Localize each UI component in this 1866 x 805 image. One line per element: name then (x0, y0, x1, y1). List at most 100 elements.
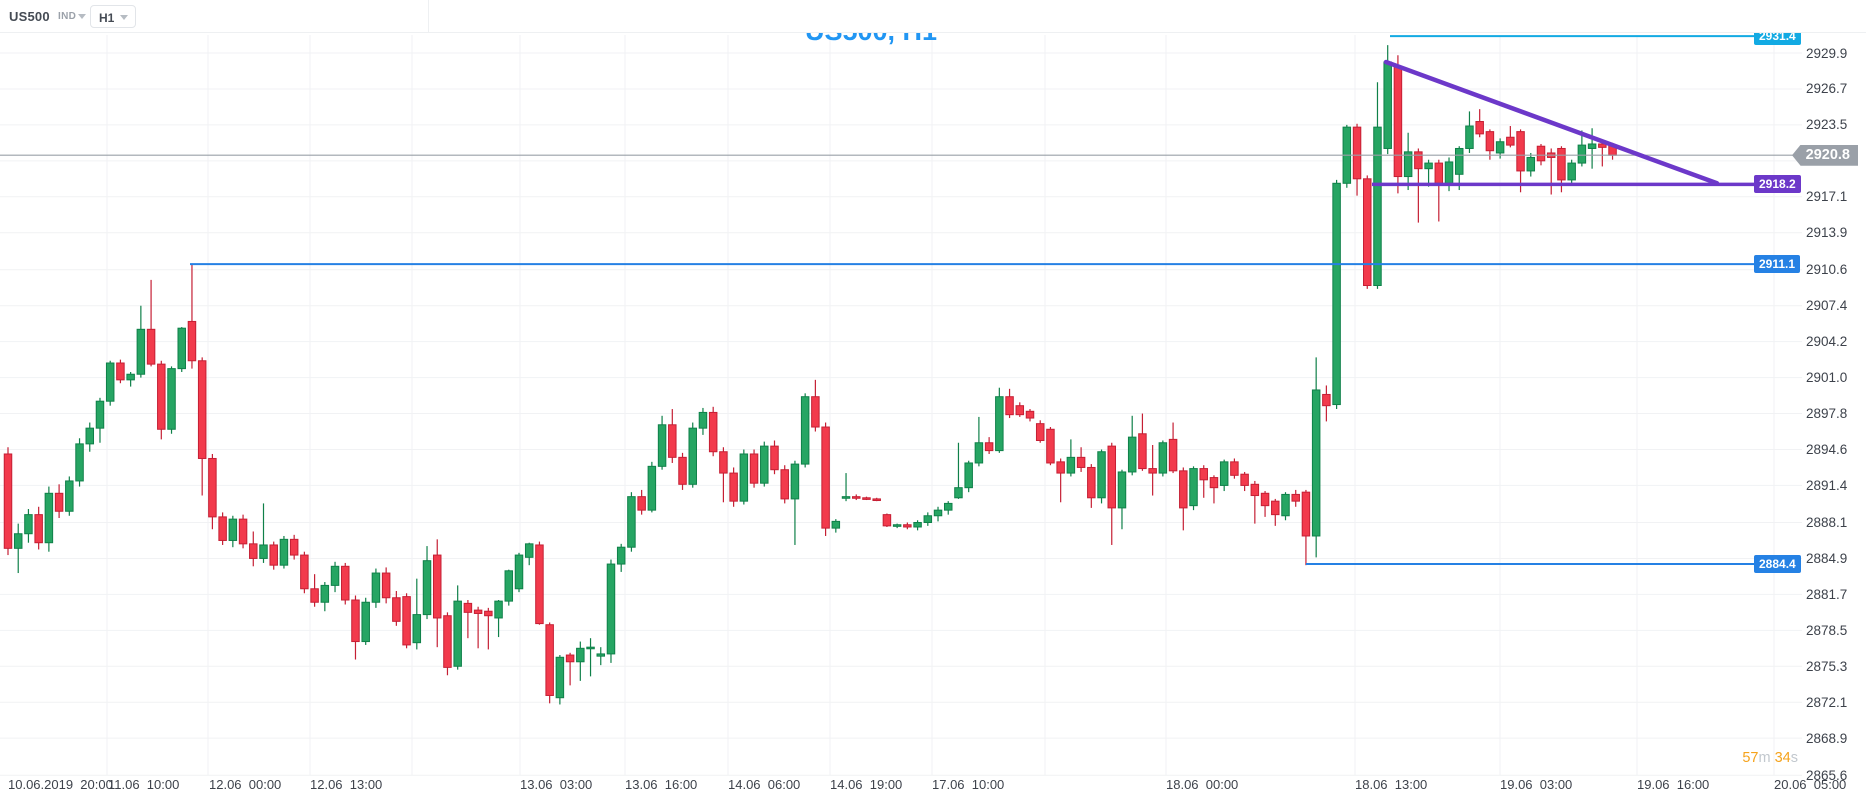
candle-body (923, 515, 933, 523)
candle-body (44, 492, 54, 544)
candle (1424, 159, 1433, 187)
time-axis-label: 20.06 05:00 (1774, 777, 1847, 792)
timeframe-dropdown[interactable]: H1 (90, 5, 137, 28)
candle-body (310, 588, 319, 603)
candle (1352, 123, 1362, 196)
candle (892, 523, 902, 529)
chevron-down-icon[interactable] (78, 14, 86, 19)
candle (54, 484, 64, 519)
candle-body (1403, 151, 1413, 178)
candle (3, 447, 13, 556)
candle-body (1005, 396, 1014, 416)
candle-body (1219, 461, 1229, 486)
candle (719, 447, 728, 503)
candle-body (238, 518, 248, 545)
price-axis-label: 2904.2 (1806, 334, 1848, 350)
candle-body (1567, 162, 1576, 181)
candle-body (606, 563, 616, 655)
candle-body (443, 615, 452, 668)
candle (65, 476, 74, 516)
candle-body (432, 554, 442, 619)
candle-body (892, 524, 902, 527)
candle-body (300, 554, 309, 590)
candle (381, 567, 391, 604)
price-axis-label: 2865.6 (1806, 767, 1848, 783)
candle-body (872, 498, 881, 502)
candle (157, 360, 166, 440)
candle (821, 422, 830, 536)
candle-body (821, 426, 830, 529)
candle-body (1352, 126, 1362, 180)
candle (1301, 489, 1311, 566)
candle-body (657, 424, 667, 467)
instrument-type-dropdown[interactable]: IND (58, 11, 77, 22)
candle (126, 371, 135, 387)
candle (1403, 132, 1413, 191)
candle (995, 387, 1004, 453)
candle-body (708, 411, 718, 453)
candle-body (555, 656, 565, 699)
candle (402, 593, 411, 649)
candle-body (228, 518, 238, 541)
candle-body (1046, 428, 1055, 464)
candle-countdown-timer: 57m 34s (1742, 750, 1798, 766)
candle-body (1179, 470, 1188, 509)
candle-body (197, 360, 207, 459)
candle-body (1526, 156, 1536, 172)
candle-body (1322, 393, 1331, 407)
candle-body (596, 653, 606, 657)
candle (933, 506, 943, 522)
candle-body (453, 600, 462, 667)
candle (984, 437, 994, 454)
candle-body (943, 502, 953, 511)
candle (197, 357, 207, 496)
candle (1465, 111, 1474, 153)
candle-body (1434, 162, 1444, 184)
price-axis-label: 2888.1 (1806, 514, 1848, 530)
candle (1230, 458, 1239, 479)
candle-body (381, 572, 391, 599)
time-axis-label: 18.06 00:00 (1166, 777, 1239, 792)
price-axis-label: 2897.8 (1806, 406, 1848, 422)
candle (627, 492, 636, 552)
descending-trendline[interactable] (1383, 59, 1720, 186)
current-price-badge: 2920.8 (1792, 144, 1858, 166)
candle-body (146, 328, 156, 365)
candle-body (1158, 442, 1168, 474)
price-axis-label: 2901.0 (1806, 370, 1848, 386)
candle-body (1557, 147, 1566, 181)
candle (852, 494, 861, 501)
candle-body (218, 516, 227, 541)
time-axis-label: 11.06 10:00 (108, 777, 180, 792)
candle (637, 489, 646, 515)
candle-body (852, 496, 861, 499)
candle (1475, 109, 1484, 138)
candle-body (1516, 131, 1525, 172)
candle (279, 535, 289, 569)
candle (770, 440, 779, 475)
candle-body (790, 463, 800, 500)
candle-body (1230, 461, 1239, 476)
candle (341, 562, 350, 605)
candle-body (341, 565, 350, 601)
candle-body (1577, 144, 1587, 164)
candle (1260, 491, 1270, 517)
candle-body (1495, 141, 1505, 154)
candle-body (1587, 143, 1597, 149)
candle (34, 506, 43, 550)
candle (300, 551, 309, 594)
candle-body (1168, 438, 1178, 472)
candle (790, 460, 800, 545)
candle (1281, 492, 1290, 521)
candle (1107, 442, 1117, 545)
candle (463, 599, 473, 639)
candle-body (1393, 65, 1403, 178)
candle-body (882, 514, 892, 527)
candle (208, 453, 217, 530)
candle (524, 542, 534, 566)
candle-body (3, 453, 13, 549)
candle (698, 407, 708, 435)
candle (1311, 357, 1321, 558)
